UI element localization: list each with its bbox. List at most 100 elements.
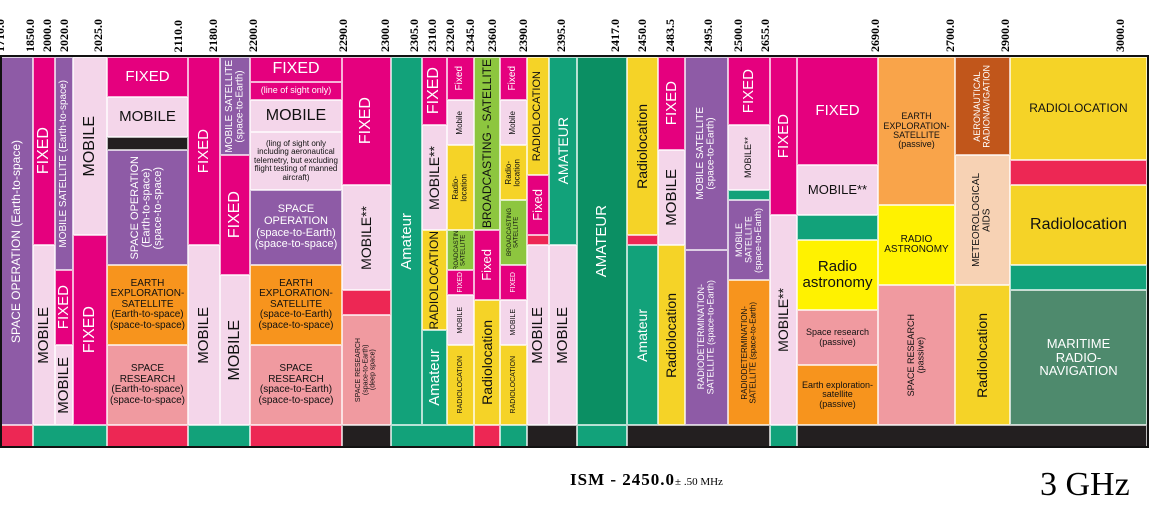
ism-label: ISM - 2450.0 bbox=[570, 470, 676, 489]
band-label: MOBILE SATELLITE (space-to-Earth) bbox=[695, 107, 717, 200]
frequency-text: 2305.0 bbox=[406, 19, 421, 52]
frequency-text: 2110.0 bbox=[170, 19, 185, 52]
frequency-text: 2000.0 bbox=[39, 19, 54, 52]
band-label: EARTH EXPLORATION- SATELLITE (Earth-to-s… bbox=[109, 277, 186, 331]
band-cell: (ling of sight only including aeronautic… bbox=[250, 132, 342, 190]
frequency-text: 2290.0 bbox=[335, 19, 350, 52]
frequency-label: 2900.0 bbox=[998, 0, 1012, 52]
frequency-text: 2200.0 bbox=[245, 19, 260, 52]
band-label: FIXED bbox=[34, 127, 52, 175]
band-cell: Radio- location bbox=[500, 145, 527, 200]
band-label: FIXED bbox=[662, 81, 680, 126]
frequency-label: 2290.0 bbox=[336, 0, 350, 52]
band-cell: Amateur bbox=[391, 57, 422, 425]
band-label: MOBILE bbox=[225, 319, 243, 381]
band-cell: FIXED bbox=[73, 235, 107, 425]
band-cell: SPACE OPERATION (Earth-to-space) (space-… bbox=[107, 150, 188, 265]
band-cell: Mobile bbox=[447, 100, 474, 145]
band-cell: MOBILE bbox=[250, 100, 342, 132]
band-label: SPACE OPERATION (Earth-to-space) (space-… bbox=[129, 155, 165, 260]
band-label: Fixed bbox=[530, 189, 546, 221]
band-label: RADIOLOCATION bbox=[427, 230, 442, 330]
frequency-text: 3000.0 bbox=[1112, 19, 1127, 52]
frequency-label: 2200.0 bbox=[246, 0, 260, 52]
status-strip bbox=[527, 425, 577, 447]
band-label: SPACE OPERATION (Earth-to-space) bbox=[9, 139, 24, 343]
band-label: MOBILE bbox=[80, 115, 98, 177]
band-label: Radiolocation bbox=[478, 320, 495, 405]
frequency-label: 2360.0 bbox=[485, 0, 499, 52]
band-cell: MOBILE bbox=[500, 300, 527, 345]
band-cell: FIXED bbox=[658, 57, 685, 150]
band-label: AERONAUTICAL RADIONAVIGATION bbox=[972, 64, 992, 148]
frequency-label: 2390.0 bbox=[516, 0, 530, 52]
band-cell: SPACE RESEARCH (space-to-Earth) (deep sp… bbox=[342, 315, 391, 425]
band-label: Radio astronomy bbox=[802, 258, 873, 291]
band-label: FIXED bbox=[815, 102, 860, 120]
band-label: Radiolocation bbox=[634, 103, 651, 189]
frequency-text: 2020.0 bbox=[56, 19, 71, 52]
frequency-label: 2025.0 bbox=[91, 0, 105, 52]
band-label: MOBILE** bbox=[743, 136, 754, 178]
frequency-text: 2690.0 bbox=[867, 19, 882, 52]
frequency-text: 2500.0 bbox=[730, 19, 745, 52]
frequency-text: 2395.0 bbox=[553, 19, 568, 52]
frequency-text: 2180.0 bbox=[205, 19, 220, 52]
band-block bbox=[342, 290, 391, 315]
status-strip bbox=[250, 425, 342, 447]
status-strip bbox=[188, 425, 250, 447]
band-cell: Radiolocation bbox=[627, 57, 658, 235]
band-label: FIXED bbox=[80, 306, 98, 354]
band-cell: Radiolocation bbox=[658, 245, 685, 425]
frequency-text: 2450.0 bbox=[634, 19, 649, 52]
frequency-label: 1850.0 bbox=[23, 0, 37, 52]
band-label: FIXED bbox=[225, 191, 243, 239]
status-strip bbox=[627, 425, 770, 447]
band-cell: MOBILE bbox=[527, 245, 549, 425]
status-strip bbox=[770, 425, 797, 447]
band-label: MOBILE bbox=[265, 106, 327, 124]
band-label: Earth exploration- satellite (passive) bbox=[801, 379, 874, 409]
band-label: MOBILE bbox=[55, 356, 73, 414]
band-label: EARTH EXPLORATION- SATELLITE (passive) bbox=[883, 111, 950, 150]
band-cell: MOBILE SATELLITE (space-to-Earth) bbox=[728, 200, 770, 280]
band-label: Mobile bbox=[508, 110, 518, 135]
band-cell: FIXED bbox=[55, 270, 73, 345]
band-cell: MOBILE bbox=[658, 150, 685, 245]
frequency-text: 2320.0 bbox=[442, 19, 457, 52]
band-label: FIXED bbox=[125, 68, 170, 86]
band-cell: MOBILE SATELLITE (space-to-Earth) bbox=[685, 57, 728, 250]
band-cell: SPACE OPERATION (Earth-to-space) bbox=[0, 57, 33, 425]
band-cell: MOBILE bbox=[73, 57, 107, 235]
band-label: BROADCASTING - SATELLITE bbox=[479, 58, 494, 229]
frequency-label: 3000.0 bbox=[1113, 0, 1127, 52]
frequency-label: 2020.0 bbox=[57, 0, 71, 52]
band-label: MOBILE bbox=[554, 306, 572, 364]
band-cell: Radiolocation bbox=[474, 300, 500, 425]
band-label: MOBILE SATELLITE (space-to-Earth) bbox=[223, 59, 246, 153]
band-block bbox=[107, 137, 188, 150]
band-cell: Fixed bbox=[474, 230, 500, 300]
band-label: FIXED bbox=[425, 67, 443, 115]
status-strip bbox=[342, 425, 391, 447]
frequency-label: 2700.0 bbox=[943, 0, 957, 52]
band-label: (ling of sight only including aeronautic… bbox=[254, 139, 338, 182]
band-cell: FIXED bbox=[107, 57, 188, 97]
frequency-label: 2110.0 bbox=[171, 0, 185, 52]
status-strip bbox=[107, 425, 188, 447]
band-cell: Amateur bbox=[422, 330, 447, 425]
band-cell: MOBILE bbox=[447, 295, 474, 345]
band-cell: RADIOLOCATION bbox=[527, 57, 549, 175]
status-strip bbox=[577, 425, 627, 447]
band-label: RADIODETERMINATION- SATELLITE (space-to-… bbox=[696, 280, 716, 395]
band-label: RADIOLOCATION bbox=[456, 356, 464, 414]
ism-note: ISM - 2450.0± .50 MHz bbox=[570, 470, 723, 490]
band-cell: EARTH EXPLORATION- SATELLITE (passive) bbox=[878, 57, 955, 205]
band-cell: EARTH EXPLORATION- SATELLITE (space-to-E… bbox=[250, 265, 342, 345]
status-strip bbox=[391, 425, 474, 447]
band-cell: SPACE RESEARCH (passive) bbox=[878, 285, 955, 425]
frequency-text: 1710.0 bbox=[0, 19, 7, 52]
band-label: EARTH EXPLORATION- SATELLITE (space-to-E… bbox=[258, 277, 334, 331]
frequency-label: 2320.0 bbox=[443, 0, 457, 52]
band-label: RADIOLOCATION bbox=[509, 356, 517, 414]
